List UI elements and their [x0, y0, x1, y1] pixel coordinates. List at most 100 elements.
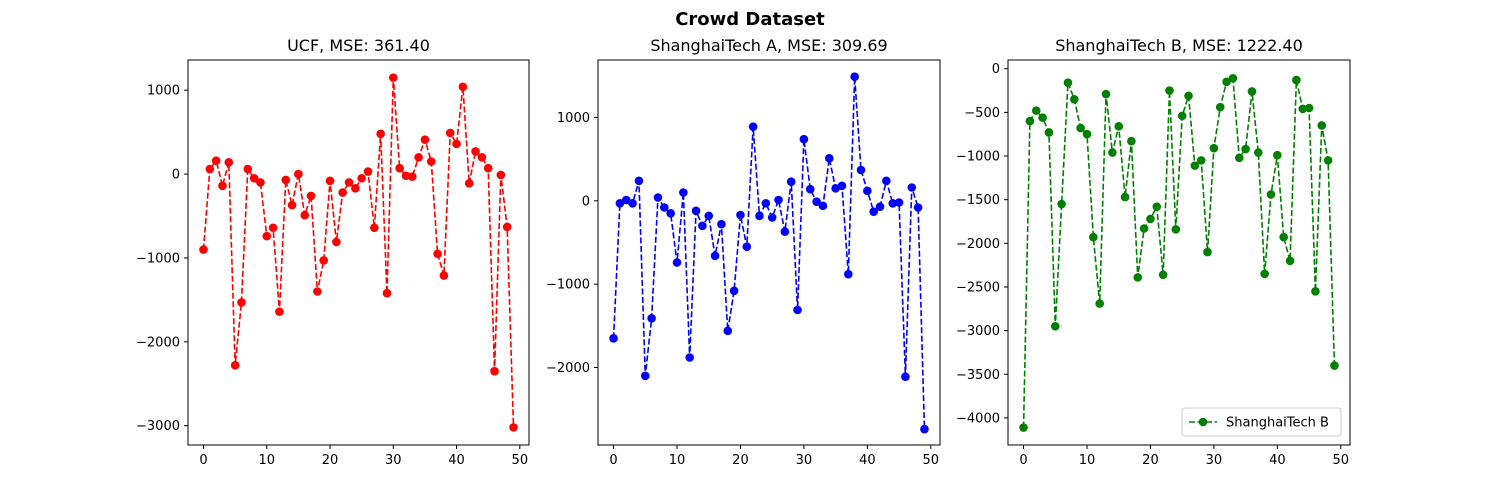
data-point [281, 175, 291, 185]
data-point [287, 200, 297, 210]
data-point [496, 170, 506, 180]
data-point [640, 371, 650, 381]
data-point [805, 184, 815, 194]
data-point [426, 157, 436, 166]
data-point [869, 207, 878, 216]
axes-frame [187, 59, 530, 446]
panel-title-ucf: UCF, MSE: 361.40 [287, 36, 430, 55]
data-point [1152, 202, 1162, 211]
y-tick-label: 0 [582, 194, 590, 209]
data-point [420, 135, 430, 144]
data-point [666, 209, 675, 218]
data-point [344, 178, 354, 187]
data-point [376, 129, 385, 139]
legend-box [1181, 407, 1342, 437]
data-point [1285, 256, 1295, 266]
data-point [483, 163, 493, 173]
data-point [761, 199, 771, 208]
data-point [363, 167, 373, 176]
data-point [1298, 104, 1308, 114]
y-tick-label: −3000 [956, 324, 1000, 339]
data-point [1133, 273, 1143, 282]
data-point [1076, 123, 1085, 133]
x-tick-label: 50 [512, 453, 529, 468]
y-tick-label: −2000 [956, 237, 1000, 252]
data-point [1228, 74, 1238, 83]
data-point [319, 256, 329, 265]
data-point [401, 171, 411, 181]
data-point [262, 231, 272, 241]
x-tick-label: 50 [923, 453, 940, 468]
data-point [1057, 199, 1066, 209]
data-point [799, 134, 809, 144]
x-tick-label: 20 [1142, 453, 1159, 468]
data-point [710, 251, 720, 261]
y-tick-label: 1000 [557, 111, 590, 126]
data-point [243, 164, 253, 174]
data-point [672, 258, 682, 267]
y-tick-label: −2000 [136, 335, 180, 350]
data-point [920, 424, 929, 434]
data-point [1260, 269, 1269, 279]
y-tick-label: −2000 [546, 361, 590, 376]
data-point [1095, 299, 1104, 308]
data-point [452, 139, 461, 149]
data-point [1330, 361, 1339, 370]
data-point [1279, 232, 1288, 242]
data-point [913, 203, 923, 212]
x-tick-label: 0 [1019, 453, 1027, 468]
data-point [1101, 89, 1111, 99]
data-point [901, 372, 910, 381]
data-point [609, 334, 618, 343]
x-tick-label: 10 [258, 453, 275, 468]
data-point [717, 219, 726, 229]
data-point [477, 152, 487, 162]
data-point [863, 186, 872, 196]
data-point [1089, 232, 1098, 242]
x-tick-label: 50 [1333, 453, 1350, 468]
data-point [844, 269, 853, 279]
data-point [1247, 87, 1257, 96]
panel-shanghaitech-b: ShanghaiTech B, MSE: 1222.40 0 10 20 30 40 50 −… [956, 36, 1351, 468]
x-tick-label: 40 [1269, 453, 1286, 468]
x-tick-label: 40 [859, 453, 876, 468]
data-point [691, 206, 701, 216]
data-point [1139, 224, 1149, 233]
data-point [1266, 190, 1276, 199]
y-tick-label: −500 [964, 106, 1000, 121]
x-tick-label: 10 [1079, 453, 1096, 468]
data-point [1311, 287, 1320, 296]
data-point [742, 242, 752, 251]
data-point [704, 211, 714, 221]
data-point [736, 210, 745, 220]
data-point [1209, 143, 1219, 153]
data-point [1019, 423, 1028, 432]
x-tick-label: 20 [732, 453, 749, 468]
panel-title-shanghaitech-b: ShanghaiTech B, MSE: 1222.40 [1055, 36, 1303, 55]
data-point [780, 227, 790, 236]
data-point [1215, 102, 1225, 112]
data-point [653, 193, 663, 202]
x-tick-label: 40 [448, 453, 465, 468]
data-point [464, 179, 474, 188]
data-point [338, 188, 347, 197]
data-point [1038, 113, 1047, 122]
data-point [875, 202, 885, 211]
data-point [414, 152, 423, 162]
y-tick-label: −1000 [136, 251, 180, 266]
data-point [818, 201, 828, 211]
data-point [357, 173, 366, 183]
legend: ShanghaiTech B [1181, 407, 1342, 437]
data-point [723, 326, 733, 336]
data-point [205, 164, 215, 174]
data-point [332, 237, 341, 247]
data-point [1317, 121, 1327, 130]
data-point [837, 181, 847, 191]
data-point [1323, 156, 1333, 165]
data-point [199, 245, 208, 254]
data-point [1292, 75, 1301, 85]
data-point [882, 176, 891, 186]
data-point [218, 181, 227, 191]
data-point [256, 178, 265, 187]
